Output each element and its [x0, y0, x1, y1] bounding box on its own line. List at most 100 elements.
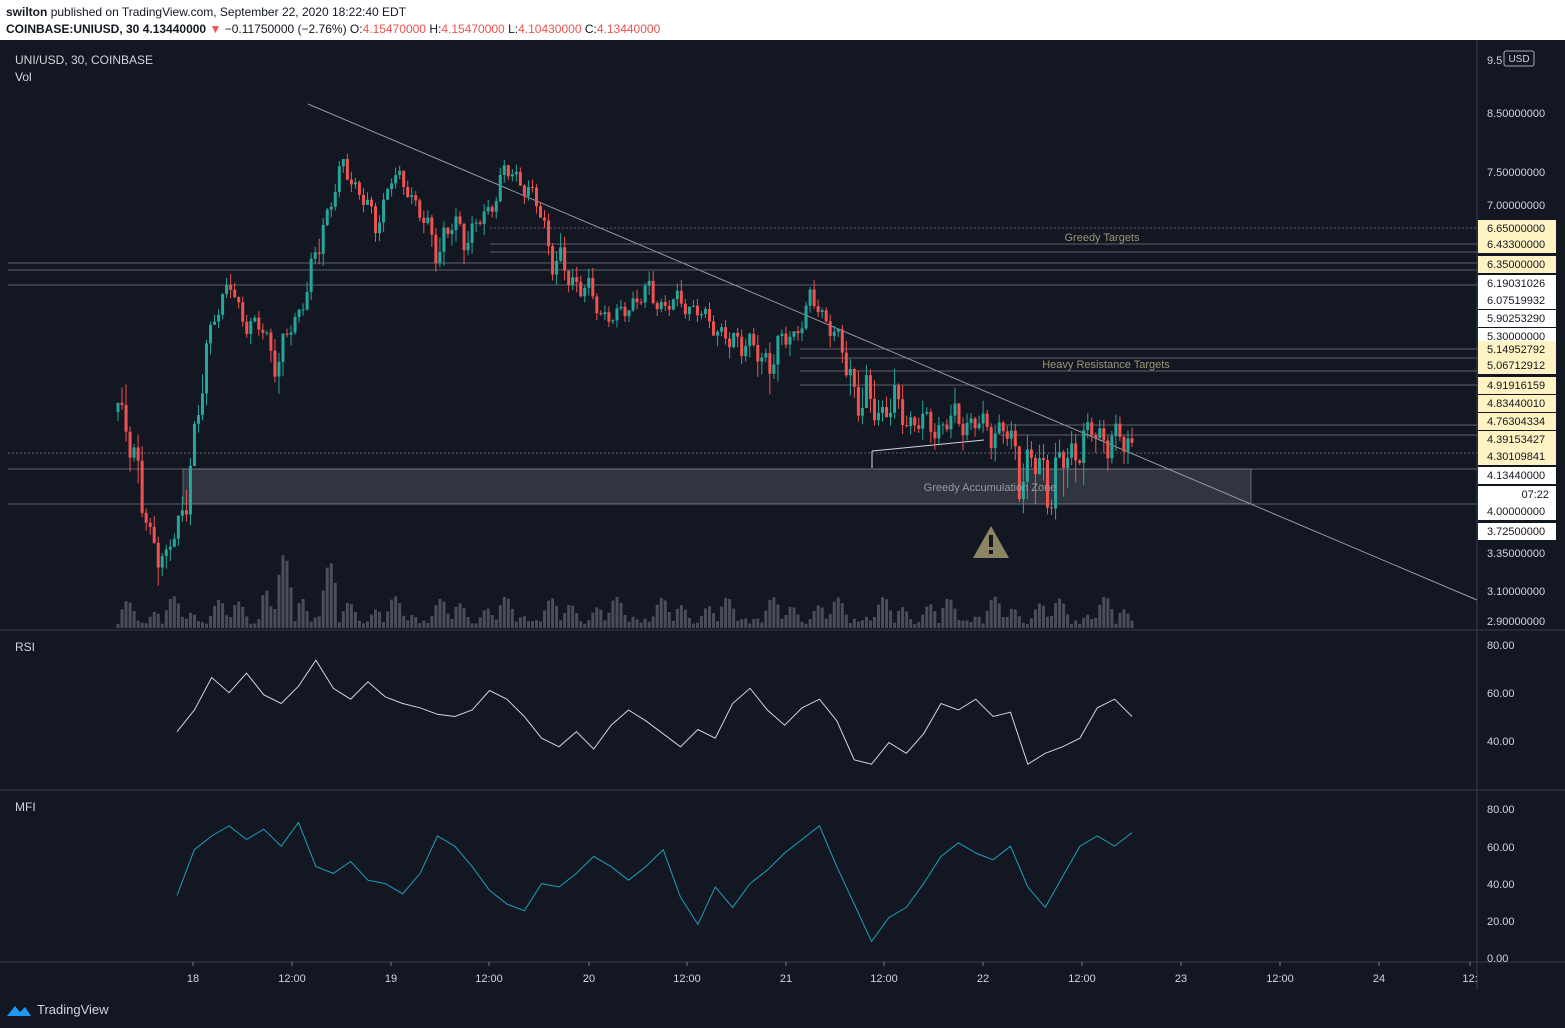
candle — [872, 380, 876, 426]
volume-bar — [571, 605, 575, 628]
volume-bar — [740, 619, 744, 628]
candle — [1114, 414, 1118, 451]
candle — [164, 544, 168, 569]
low-value: 4.10430000 — [518, 22, 582, 36]
volume-bar — [289, 587, 293, 628]
annotation-accumulation-zone[interactable]: Greedy Accumulation Zone — [924, 482, 1057, 494]
volume-bar — [530, 621, 534, 628]
price-label-text: 6.65000000 — [1487, 223, 1545, 235]
volume-bar — [237, 601, 241, 628]
candle — [828, 314, 832, 348]
candle — [136, 434, 140, 484]
time-axis[interactable]: 18 12:00 19 12:00 20 12:00 21 12:00 22 12:00 23 12:… — [187, 962, 1478, 985]
volume-bar — [120, 609, 124, 628]
volume-bar — [591, 612, 595, 628]
small-trend-line[interactable] — [871, 439, 985, 452]
volume-bar — [623, 614, 627, 628]
candle — [257, 311, 261, 336]
trend-line[interactable] — [307, 103, 1478, 601]
volume-bar — [635, 619, 639, 628]
volume-bar — [160, 623, 164, 628]
mfi-tick: 60.00 — [1487, 842, 1515, 854]
candle — [426, 210, 430, 225]
volume-bar — [860, 620, 864, 628]
candle — [370, 196, 373, 214]
volume-bar — [840, 603, 844, 628]
volume-bar — [341, 611, 345, 628]
candle — [543, 210, 547, 229]
candle — [792, 331, 796, 341]
candle — [152, 515, 156, 545]
candle — [848, 359, 852, 396]
candle — [249, 317, 253, 345]
volume-bar — [671, 620, 675, 628]
close-value: 4.13440000 — [596, 22, 661, 36]
tradingview-logo[interactable]: TradingView — [6, 1002, 109, 1017]
volume-bar — [993, 596, 997, 628]
candle — [410, 187, 414, 205]
volume-bar — [1098, 604, 1102, 628]
volume-bar — [321, 590, 325, 628]
candle — [603, 305, 607, 321]
mfi-line-path — [176, 821, 1133, 943]
volume-bar — [205, 623, 209, 628]
volume-bar — [172, 596, 176, 628]
volume-bar — [961, 620, 965, 628]
candle — [945, 419, 949, 432]
price-axis[interactable]: 9.5 8.50000000 7.50000000 7.00000000 3.3… — [1487, 50, 1545, 628]
volume-bar — [973, 616, 977, 628]
volume-bar — [498, 605, 502, 628]
volume-bar — [277, 574, 281, 628]
warning-icon[interactable] — [973, 526, 1009, 558]
volume-bar — [563, 613, 567, 628]
volume-bar — [257, 619, 261, 628]
volume-bar — [1025, 623, 1029, 628]
candle — [225, 277, 229, 299]
candle — [205, 339, 209, 406]
candle — [567, 270, 571, 293]
price-label: 4.30109841 — [1478, 448, 1556, 465]
candle — [663, 295, 667, 311]
accumulation-zone[interactable] — [182, 468, 1252, 505]
candle — [643, 282, 647, 308]
volume-bar — [1082, 617, 1086, 628]
volume-bar — [949, 599, 953, 628]
candle — [341, 158, 345, 173]
candle — [885, 396, 889, 418]
volume-bar — [506, 598, 510, 628]
currency-badge[interactable] — [1503, 50, 1535, 67]
price-label: 6.35000000 — [1478, 256, 1556, 273]
volume-bar — [732, 608, 736, 628]
candle — [808, 287, 812, 313]
candle — [349, 171, 353, 193]
annotation-greedy-targets[interactable]: Greedy Targets — [1064, 232, 1140, 244]
volume-bar — [1050, 615, 1054, 628]
volume-bar — [792, 607, 796, 628]
volume-bar — [627, 621, 631, 628]
volume-bar — [454, 606, 458, 628]
chart-area[interactable]: Greedy Targets Heavy Resistance Targets … — [0, 40, 1565, 990]
candle — [981, 400, 985, 433]
volume-bar — [188, 612, 192, 628]
volume-bar — [551, 598, 555, 628]
y-tick: 3.35000000 — [1487, 548, 1545, 560]
volume-bar — [985, 610, 989, 628]
candle — [647, 271, 651, 295]
candle — [547, 213, 551, 256]
candle — [635, 289, 639, 310]
candle — [510, 169, 514, 182]
volume-bar — [772, 597, 776, 628]
candle — [728, 332, 732, 359]
candle — [438, 237, 442, 268]
volume-bar — [647, 621, 651, 628]
candle — [619, 299, 623, 311]
volume-bar — [357, 620, 361, 628]
volume-bar — [1130, 620, 1134, 628]
volume-bar — [406, 620, 410, 628]
candle — [961, 417, 965, 451]
annotation-heavy-resistance[interactable]: Heavy Resistance Targets — [1042, 359, 1170, 371]
price-label-text: 4.30109841 — [1487, 451, 1545, 463]
volume-bar — [490, 615, 494, 628]
author-name[interactable]: swilton — [6, 5, 48, 19]
candle — [679, 280, 683, 308]
